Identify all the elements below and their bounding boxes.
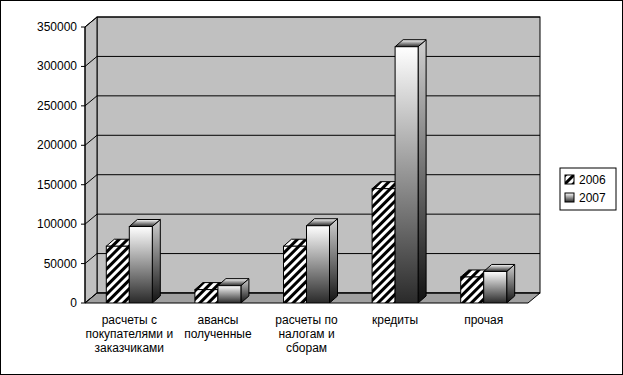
y-tick-label: 300000 — [37, 59, 77, 73]
y-tick-label: 200000 — [37, 138, 77, 152]
bar — [218, 279, 249, 303]
y-tick-label: 100000 — [37, 217, 77, 231]
y-tick — [81, 184, 85, 185]
y-tick — [81, 263, 85, 264]
y-tick — [81, 303, 85, 304]
x-tick-label: кредиты — [349, 313, 441, 327]
y-tick — [81, 66, 85, 67]
grid-line — [85, 135, 540, 145]
side-wall — [85, 17, 97, 303]
bar — [307, 219, 338, 303]
grid-line — [85, 17, 540, 27]
y-tick — [81, 224, 85, 225]
legend-swatch — [565, 175, 574, 184]
y-axis — [85, 27, 86, 303]
y-tick — [81, 27, 85, 28]
y-tick-label: 150000 — [37, 178, 77, 192]
legend-label: 2006 — [579, 173, 606, 187]
y-tick — [81, 145, 85, 146]
bar — [484, 264, 515, 303]
y-tick-label: 50000 — [44, 257, 78, 271]
x-tick-label: прочая — [438, 313, 530, 327]
bar — [395, 40, 426, 303]
chart-container: 0 50000 100000 150000 200000 250000 300000 3500… — [0, 0, 623, 375]
y-tick-label: 250000 — [37, 99, 77, 113]
legend-box — [560, 168, 616, 210]
x-tick-label: авансы полученные — [172, 313, 264, 341]
grid-line — [85, 56, 540, 66]
y-tick — [81, 105, 85, 106]
legend-label: 2007 — [579, 191, 606, 205]
legend: 2006 2007 — [560, 168, 616, 210]
grid-line — [85, 96, 540, 106]
y-tick-label: 0 — [70, 296, 77, 310]
x-tick-label: расчеты с покупателями и заказчиками — [83, 313, 175, 355]
legend-swatch — [565, 193, 574, 202]
grid-line — [85, 175, 540, 185]
x-tick-label: расчеты по налогам и сборам — [261, 313, 353, 355]
bar — [129, 220, 160, 303]
chart-frame — [1, 1, 623, 375]
y-tick-label: 350000 — [37, 20, 77, 34]
bars — [106, 40, 514, 303]
